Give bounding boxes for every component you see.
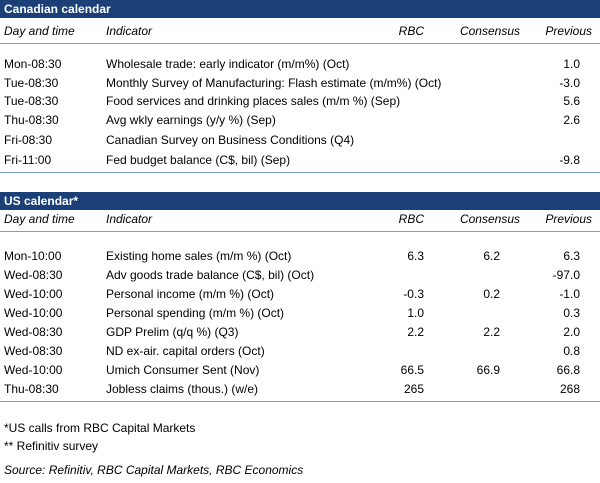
column-header: RBC	[398, 24, 424, 38]
cell-text: Fri-11:00	[4, 153, 52, 167]
cell-value: 1.0	[407, 306, 424, 320]
cell-value: -9.8	[559, 153, 580, 167]
cell-value: 6.3	[563, 249, 580, 263]
column-header: Day and time	[4, 24, 75, 38]
section-title: US calendar*	[0, 192, 600, 210]
cell-text: Fri-08:30	[4, 133, 53, 147]
cell-value: 0.2	[483, 287, 500, 301]
cell-text: GDP Prelim (q/q %) (Q3)	[106, 325, 239, 339]
cell-text: Tue-08:30	[4, 76, 59, 90]
footnote: ** Refinitiv survey	[4, 439, 99, 453]
cell-text: Mon-08:30	[4, 57, 62, 71]
cell-text: Canadian Survey on Business Conditions (…	[106, 133, 355, 147]
cell-value: 66.5	[400, 363, 424, 377]
cell-text: Wed-10:00	[4, 363, 63, 377]
column-header: Previous	[545, 24, 592, 38]
cell-value: 66.9	[476, 363, 500, 377]
column-header: RBC	[398, 212, 424, 226]
cell-text: Wed-08:30	[4, 344, 63, 358]
column-header: Indicator	[106, 212, 153, 226]
cell-value: 2.2	[407, 325, 424, 339]
section-title: Canadian calendar	[0, 0, 600, 18]
section-rule	[0, 401, 600, 402]
cell-value: -3.0	[559, 76, 580, 90]
cell-text: Thu-08:30	[4, 382, 59, 396]
cell-text: Jobless claims (thous.) (w/e)	[106, 382, 259, 396]
cell-value: 6.3	[407, 249, 424, 263]
cell-text: Umich Consumer Sent (Nov)	[106, 363, 260, 377]
cell-text: Wed-08:30	[4, 325, 63, 339]
cell-text: Wed-10:00	[4, 287, 63, 301]
cell-text: Fed budget balance (C$, bil) (Sep)	[106, 153, 291, 167]
cell-value: 0.3	[563, 306, 580, 320]
cell-value: 2.0	[563, 325, 580, 339]
cell-text: Existing home sales (m/m %) (Oct)	[106, 249, 292, 263]
column-header: Consensus	[459, 212, 520, 226]
cell-value: -0.3	[403, 287, 424, 301]
column-header: Previous	[545, 212, 592, 226]
cell-value: 6.2	[483, 249, 500, 263]
column-header: Day and time	[4, 212, 75, 226]
cell-text: Monthly Survey of Manufacturing: Flash e…	[106, 76, 442, 90]
cell-text: Avg wkly earnings (y/y %) (Sep)	[106, 113, 276, 127]
cell-text: Tue-08:30	[4, 94, 59, 108]
cell-value: 66.8	[556, 363, 580, 377]
cell-text: Thu-08:30	[4, 113, 59, 127]
cell-text: Adv goods trade balance (C$, bil) (Oct)	[106, 268, 315, 282]
cell-text: Food services and drinking places sales …	[106, 94, 401, 108]
cell-text: Wed-10:00	[4, 306, 63, 320]
cell-text: ND ex-air. capital orders (Oct)	[106, 344, 265, 358]
cell-text: Wed-08:30	[4, 268, 63, 282]
cell-text: Personal income (m/m %) (Oct)	[106, 287, 275, 301]
section-rule	[0, 172, 600, 173]
cell-value: -1.0	[559, 287, 580, 301]
footnote: *US calls from RBC Capital Markets	[4, 421, 196, 435]
header-rule	[0, 231, 600, 232]
cell-text: Wholesale trade: early indicator (m/m%) …	[106, 57, 350, 71]
cell-value: 2.6	[563, 113, 580, 127]
cell-text: Personal spending (m/m %) (Oct)	[106, 306, 285, 320]
source: Source: Refinitiv, RBC Capital Markets, …	[4, 463, 304, 477]
cell-value: 5.6	[563, 94, 580, 108]
cell-value: 268	[559, 382, 580, 396]
cell-value: -97.0	[552, 268, 580, 282]
cell-value: 0.8	[563, 344, 580, 358]
column-header: Consensus	[459, 24, 520, 38]
cell-value: 1.0	[563, 57, 580, 71]
cell-value: 2.2	[483, 325, 500, 339]
cell-text: Mon-10:00	[4, 249, 62, 263]
cell-value: 265	[403, 382, 424, 396]
column-header: Indicator	[106, 24, 153, 38]
header-rule	[0, 43, 600, 44]
